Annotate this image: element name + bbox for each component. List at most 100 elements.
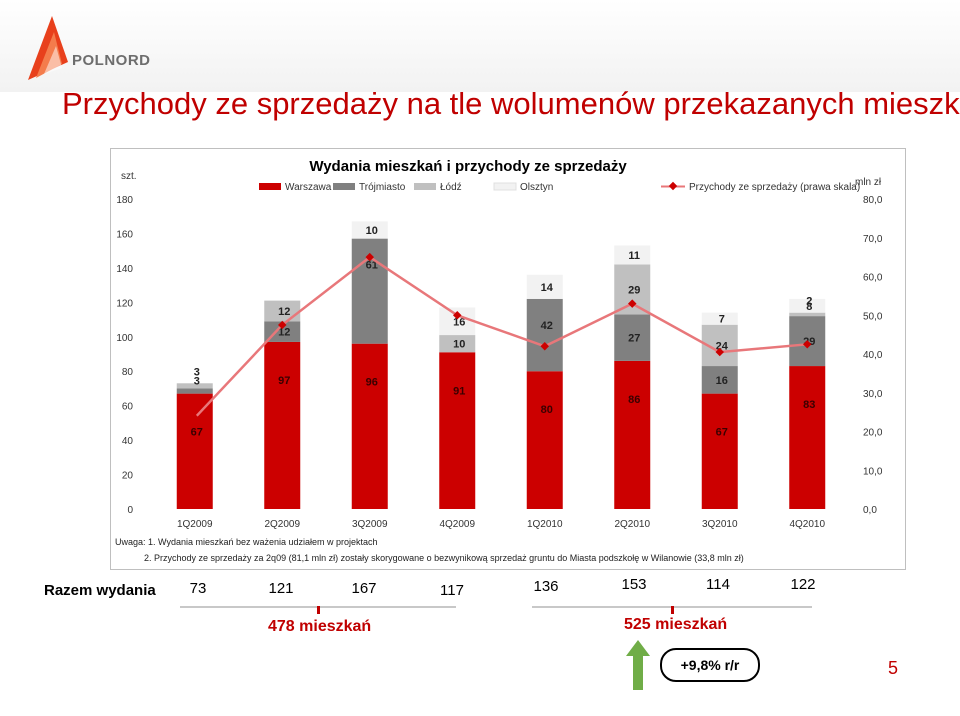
value-label-2-5: 42 bbox=[541, 320, 553, 332]
value-label-4-3: 10 bbox=[366, 225, 378, 237]
y-left-tick-120: 120 bbox=[116, 298, 133, 309]
chart: Wydania mieszkań i przychody ze sprzedaż… bbox=[115, 158, 883, 563]
legend-line-marker bbox=[668, 181, 678, 191]
y-right-tick-3: 30,0 bbox=[863, 389, 883, 400]
value-label-1-5: 80 bbox=[541, 404, 553, 416]
value-label-1-2: 97 bbox=[278, 375, 290, 387]
x-tick-7: 3Q2010 bbox=[702, 519, 738, 530]
legend-label-1: Warszawa bbox=[285, 182, 332, 193]
value-label-1-8: 83 bbox=[803, 399, 815, 411]
legend-label-4: Olsztyn bbox=[520, 182, 553, 193]
bar-2-7 bbox=[701, 366, 738, 394]
x-tick-4: 4Q2009 bbox=[439, 519, 475, 530]
value-label-4-7: 7 bbox=[719, 314, 725, 326]
bar-1-5 bbox=[526, 371, 563, 509]
y-left-tick-140: 140 bbox=[116, 264, 133, 275]
y-left-tick-0: 0 bbox=[127, 505, 133, 516]
value-label-2-3: 61 bbox=[366, 260, 378, 272]
bar-3-1 bbox=[176, 383, 213, 389]
slide-title: Przychody ze sprzedaży na tle wolumenów … bbox=[62, 86, 960, 121]
value-label-3-1: 3 bbox=[194, 366, 200, 378]
revenue-point-1 bbox=[190, 413, 199, 423]
total-value-7: 114 bbox=[706, 576, 730, 593]
revenue-point-3 bbox=[365, 252, 374, 262]
y-right-tick-8: 80,0 bbox=[863, 195, 883, 206]
value-label-3-8: 2 bbox=[806, 296, 812, 308]
value-label-3-6: 29 bbox=[628, 284, 640, 296]
bar-4-7 bbox=[701, 312, 738, 325]
bar-3-8 bbox=[789, 312, 826, 317]
sum-2010: 525 mieszkań bbox=[624, 616, 728, 633]
x-tick-2: 2Q2009 bbox=[264, 519, 300, 530]
note-2: 2. Przychody ze sprzedaży za 2q09 (81,1 … bbox=[144, 553, 744, 563]
bar-1-4 bbox=[439, 352, 476, 509]
brand-name: POLNORD bbox=[72, 52, 151, 69]
value-label-2-7: 16 bbox=[716, 375, 728, 387]
legend-label-line: Przychody ze sprzedaży (prawa skala) bbox=[689, 182, 860, 193]
y-left-tick-40: 40 bbox=[122, 436, 134, 447]
yoy-badge: +9,8% r/r bbox=[660, 648, 760, 682]
up-arrow-icon bbox=[626, 640, 650, 690]
revenue-point-4 bbox=[453, 311, 462, 320]
polnord-logo bbox=[28, 16, 68, 80]
bar-4-8 bbox=[789, 298, 826, 313]
y-right-tick-2: 20,0 bbox=[863, 428, 883, 439]
y-right-tick-6: 60,0 bbox=[863, 273, 883, 284]
value-label-1-1: 67 bbox=[191, 427, 203, 439]
header-band bbox=[0, 0, 960, 92]
value-label-4-5: 14 bbox=[541, 282, 554, 294]
bracket-2010-center bbox=[671, 606, 674, 614]
value-label-1-6: 86 bbox=[628, 394, 640, 406]
y-left-tick-160: 160 bbox=[116, 229, 133, 240]
bar-2-1 bbox=[176, 388, 213, 394]
total-value-1: 73 bbox=[189, 580, 207, 597]
bar-4-6 bbox=[614, 245, 651, 265]
value-label-4-6: 11 bbox=[628, 250, 640, 262]
total-value-4: 117 bbox=[440, 582, 464, 599]
y-left-tick-80: 80 bbox=[122, 367, 134, 378]
y-right-tick-0: 0,0 bbox=[863, 505, 877, 516]
legend-swatch-3 bbox=[414, 183, 436, 190]
x-tick-1: 1Q2009 bbox=[177, 519, 213, 530]
value-label-3-4: 10 bbox=[453, 339, 465, 351]
bar-3-4 bbox=[439, 335, 476, 353]
bar-3-2 bbox=[264, 300, 301, 322]
chart-title: Wydania mieszkań i przychody ze sprzedaż… bbox=[309, 158, 627, 175]
revenue-point-7 bbox=[715, 347, 724, 357]
value-label-3-2: 12 bbox=[278, 306, 290, 318]
revenue-point-5 bbox=[540, 342, 549, 351]
value-label-2-2: 12 bbox=[278, 327, 290, 339]
revenue-point-6 bbox=[628, 299, 637, 308]
legend-swatch-2 bbox=[333, 183, 355, 190]
value-label-1-4: 91 bbox=[453, 385, 465, 397]
value-label-1-3: 96 bbox=[366, 377, 378, 389]
x-tick-8: 4Q2010 bbox=[789, 519, 825, 530]
total-value-6: 153 bbox=[621, 576, 647, 593]
note-1: Uwaga: 1. Wydania mieszkań bez ważenia u… bbox=[115, 537, 378, 547]
bracket-2009-center bbox=[317, 606, 320, 614]
y-right-tick-7: 70,0 bbox=[863, 234, 883, 245]
bar-1-7 bbox=[701, 393, 738, 509]
totals-label: Razem wydania bbox=[44, 582, 156, 599]
bar-1-8 bbox=[789, 366, 826, 509]
bar-1-6 bbox=[614, 360, 651, 509]
value-label-4-8: 8 bbox=[806, 301, 812, 313]
value-label-1-7: 67 bbox=[716, 427, 728, 439]
bar-4-5 bbox=[526, 274, 563, 299]
legend-label-3: Łódź bbox=[440, 182, 462, 193]
y-left-tick-100: 100 bbox=[116, 333, 133, 344]
bar-2-2 bbox=[264, 321, 301, 342]
y-left-tick-60: 60 bbox=[122, 402, 134, 413]
page-number: 5 bbox=[888, 658, 899, 678]
total-value-2: 121 bbox=[268, 580, 294, 597]
bar-2-6 bbox=[614, 314, 651, 361]
bar-1-3 bbox=[351, 343, 388, 509]
legend-swatch-4 bbox=[493, 182, 517, 191]
y-right-tick-5: 50,0 bbox=[863, 311, 883, 322]
revenue-point-2 bbox=[278, 320, 287, 330]
x-tick-6: 2Q2010 bbox=[614, 519, 650, 530]
total-value-3: 167 bbox=[351, 580, 377, 597]
value-label-2-6: 27 bbox=[628, 333, 640, 345]
y-right-tick-1: 10,0 bbox=[863, 466, 883, 477]
total-value-5: 136 bbox=[533, 578, 559, 595]
